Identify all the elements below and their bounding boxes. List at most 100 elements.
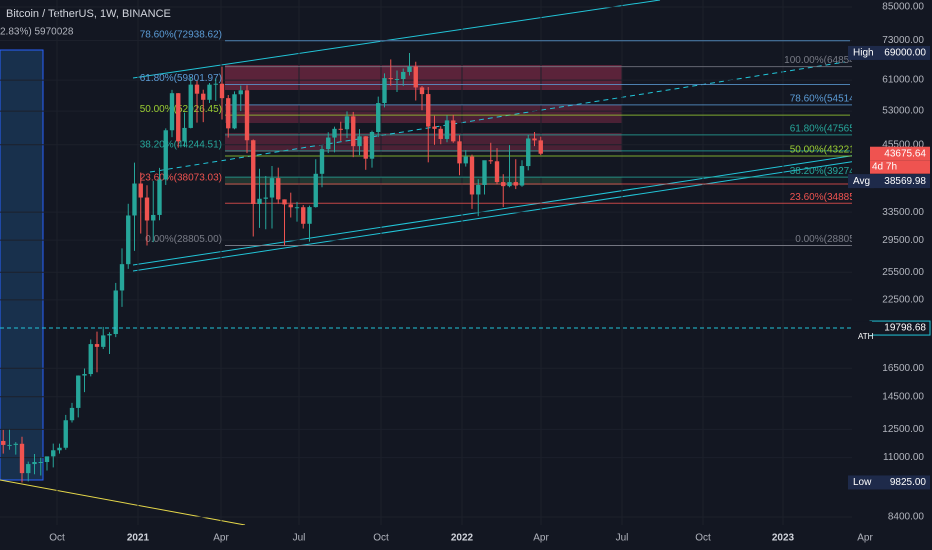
fib-label: 38.20%(39274.53) bbox=[790, 166, 872, 177]
fib-label: 23.60%(34885.95) bbox=[790, 192, 872, 203]
fib-label: 61.80%(59801.97) bbox=[140, 73, 222, 84]
zone bbox=[225, 105, 622, 123]
candle-body bbox=[457, 141, 462, 164]
candle-body bbox=[251, 140, 256, 204]
candle-body bbox=[126, 215, 131, 265]
price-tag-name-box bbox=[848, 174, 874, 189]
candle-body bbox=[107, 334, 112, 336]
fib-label: 100.00%(64854.00) bbox=[784, 55, 872, 66]
x-tick-label: Jul bbox=[616, 533, 629, 544]
candle-body bbox=[419, 87, 425, 95]
candle-body bbox=[307, 207, 312, 224]
candle-body bbox=[276, 178, 281, 200]
candle-body bbox=[163, 130, 168, 180]
x-tick-label: 2021 bbox=[127, 533, 150, 544]
y-tick-label: 29500.00 bbox=[882, 235, 924, 246]
candle-body bbox=[69, 407, 75, 421]
candle-body bbox=[294, 207, 300, 209]
candle-body bbox=[513, 182, 518, 186]
candle-body bbox=[476, 184, 481, 195]
candle-body bbox=[144, 197, 150, 221]
price-tag-value: 38569.98 bbox=[884, 176, 926, 187]
candle-body bbox=[288, 204, 293, 208]
candle-body bbox=[101, 335, 106, 347]
candle-body bbox=[151, 214, 156, 221]
fib-label: 78.60%(54514.05) bbox=[790, 94, 872, 105]
candle-body bbox=[176, 93, 181, 142]
candle-body bbox=[7, 444, 12, 446]
fib-label: 38.20%(44244.51) bbox=[140, 140, 222, 151]
zone bbox=[225, 133, 622, 152]
price-tag-name: High bbox=[853, 48, 874, 59]
y-tick-label: 25500.00 bbox=[882, 267, 924, 278]
range-box bbox=[0, 49, 44, 481]
candle-body bbox=[157, 179, 162, 215]
candle-body bbox=[226, 98, 231, 129]
y-tick-label: 53000.00 bbox=[882, 106, 924, 117]
y-tick-label: 73000.00 bbox=[882, 35, 924, 46]
candle-body bbox=[313, 173, 318, 208]
fib-label: 61.80%(47565.67) bbox=[790, 124, 872, 135]
price-tag-name: ATH bbox=[858, 332, 874, 341]
candle-body bbox=[138, 183, 143, 198]
x-tick-label: Jul bbox=[293, 533, 306, 544]
y-tick-label: 11000.00 bbox=[883, 452, 924, 463]
price-tag-name: Low bbox=[853, 477, 872, 488]
channel-line bbox=[132, 152, 871, 266]
candle-body bbox=[63, 420, 68, 448]
candle-body bbox=[301, 207, 306, 224]
fib-label: 78.60%(72938.62) bbox=[140, 29, 222, 40]
price-axis bbox=[852, 0, 932, 525]
subtitle: 2.83%) 5970028 bbox=[0, 27, 74, 38]
y-tick-label: 61000.00 bbox=[882, 75, 924, 86]
y-tick-label: 33500.00 bbox=[882, 207, 924, 218]
y-tick-label: 45500.00 bbox=[882, 139, 924, 150]
candle-body bbox=[76, 375, 81, 408]
candle-body bbox=[463, 156, 468, 164]
candle-body bbox=[326, 137, 331, 150]
candle-body bbox=[338, 128, 343, 130]
fib-label: 50.00%(43221.75) bbox=[790, 145, 872, 156]
candle-body bbox=[44, 456, 50, 463]
candle-body bbox=[501, 182, 506, 187]
x-tick-label: Oct bbox=[49, 533, 65, 544]
candle-body bbox=[132, 183, 137, 216]
candle-body bbox=[401, 71, 406, 80]
candle-body bbox=[219, 83, 225, 99]
candle-body bbox=[26, 464, 31, 474]
candle-body bbox=[57, 447, 62, 451]
candle-body bbox=[376, 103, 381, 132]
candle-body bbox=[357, 136, 362, 147]
price-tag-name: 4d 7h bbox=[872, 161, 897, 172]
candle-body bbox=[426, 94, 431, 127]
candle-body bbox=[488, 160, 493, 162]
candle-body bbox=[432, 126, 437, 129]
candle-body bbox=[519, 166, 525, 186]
candle-body bbox=[194, 84, 200, 94]
price-tag-name-box bbox=[848, 475, 874, 490]
candle-body bbox=[1, 440, 6, 445]
candle-body bbox=[182, 127, 187, 142]
candle-body bbox=[444, 120, 450, 139]
y-tick-label: 22500.00 bbox=[882, 295, 924, 306]
candle-body bbox=[269, 178, 275, 198]
candle-body bbox=[532, 138, 537, 141]
candle-body bbox=[238, 90, 243, 95]
candle-body bbox=[526, 138, 531, 167]
y-tick-label: 12500.00 bbox=[882, 424, 924, 435]
fib-label: 23.60%(38073.03) bbox=[140, 173, 222, 184]
candle-body bbox=[82, 374, 87, 376]
candle-body bbox=[169, 93, 175, 131]
chart-title: Bitcoin / TetherUS, 1W, BINANCE bbox=[6, 8, 171, 20]
y-tick-label: 85000.00 bbox=[882, 2, 924, 13]
channel-line bbox=[132, 158, 871, 272]
candle-body bbox=[201, 93, 206, 100]
candle-body bbox=[51, 450, 56, 457]
candle-body bbox=[394, 79, 400, 81]
price-tag bbox=[870, 146, 930, 161]
candle-body bbox=[38, 462, 43, 464]
candle-body bbox=[382, 78, 387, 104]
price-tag bbox=[870, 174, 930, 189]
candle-body bbox=[369, 131, 375, 159]
